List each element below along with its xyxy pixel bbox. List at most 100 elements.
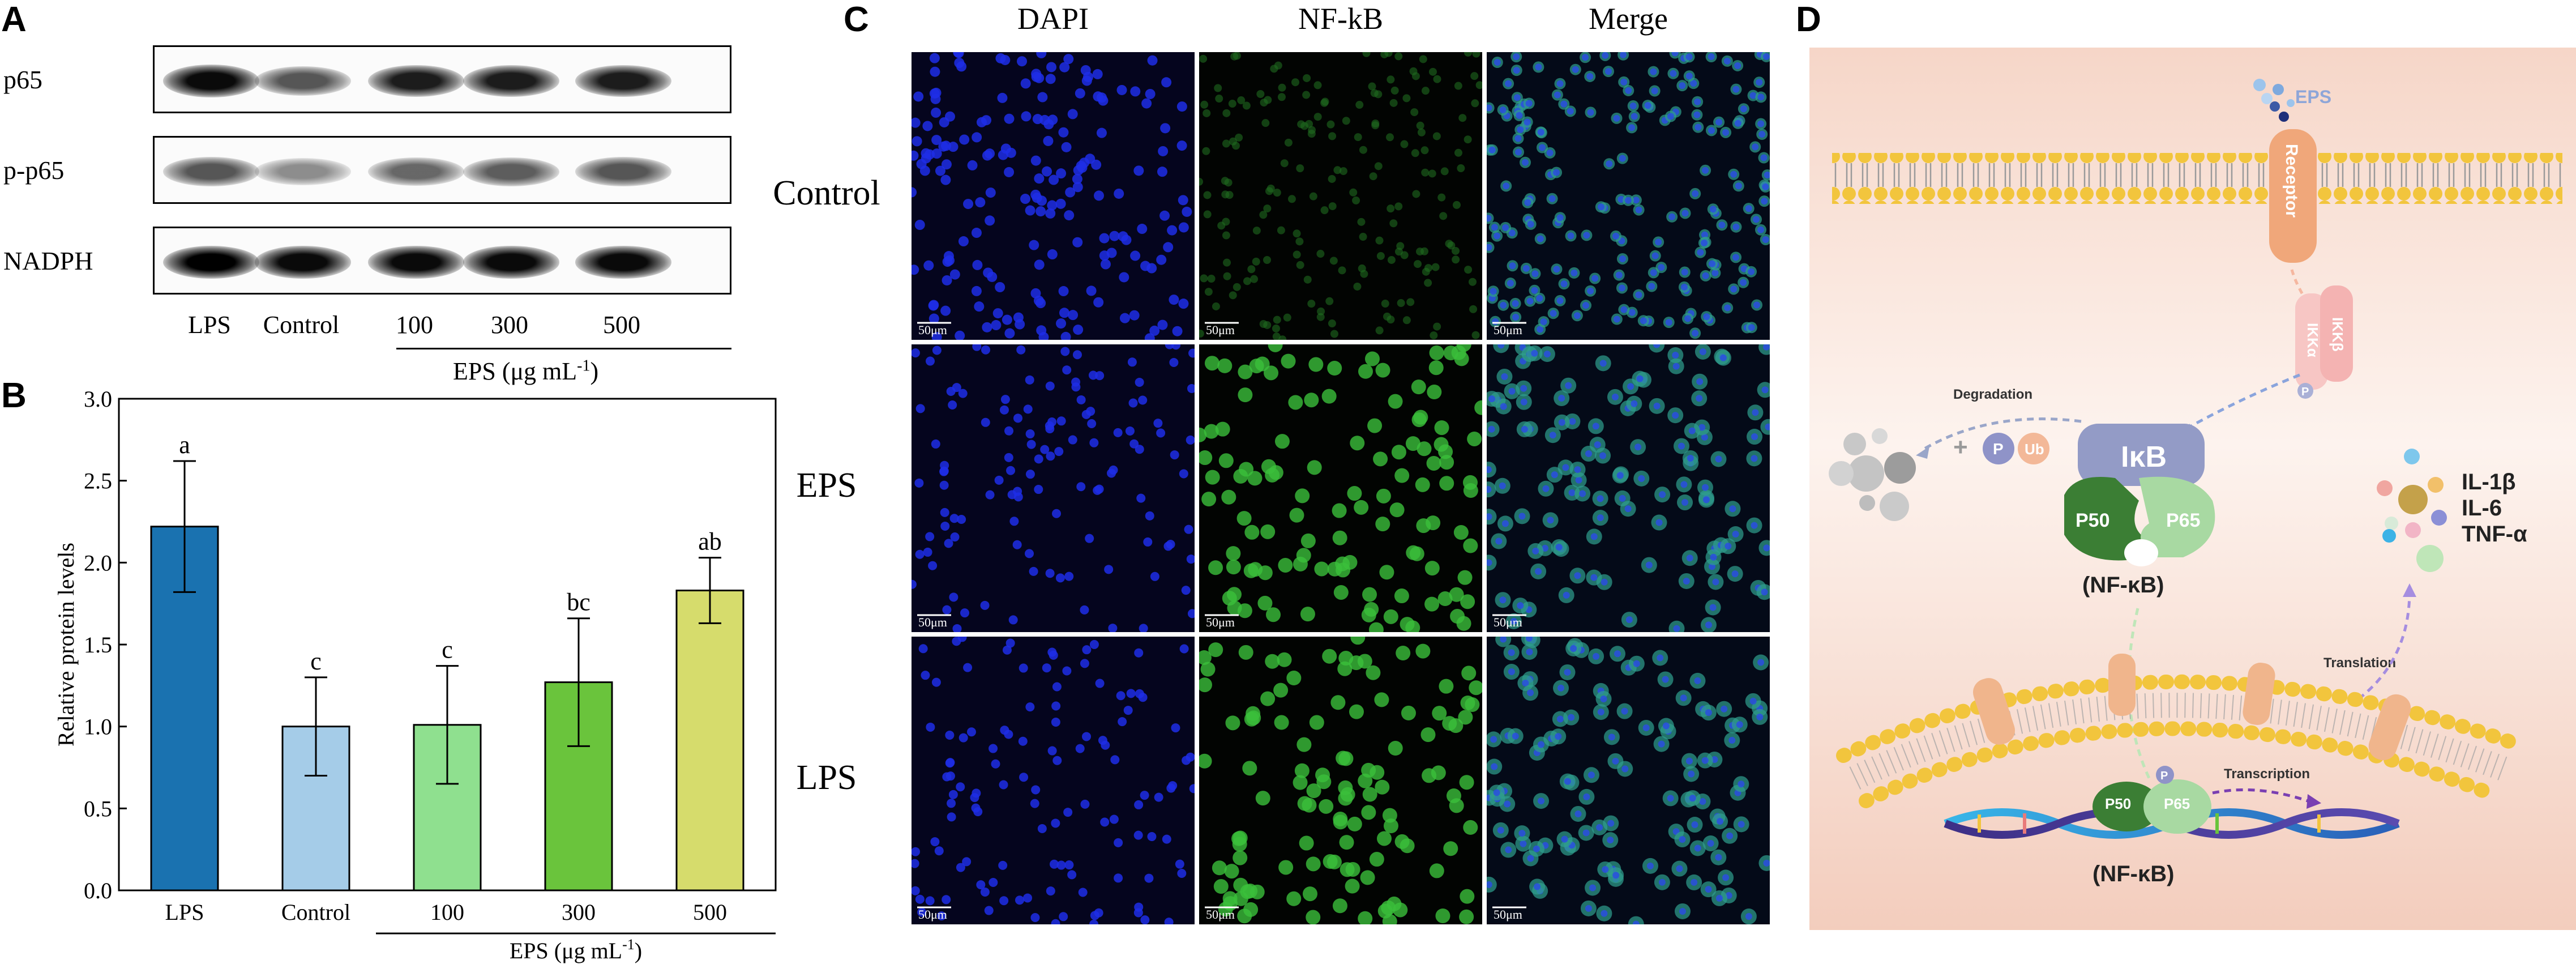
blot-lane-label: 300 [491,311,528,339]
blot-band [255,158,351,185]
scale-bar-label: 50μm [1494,323,1522,337]
nfkb-nuclear: P50 P65 P [2093,766,2211,834]
cytokine-tnfa: TNF-α [2462,522,2527,547]
ikk-complex: IKKα IKKβ P [2295,285,2353,399]
transcription-label: Transcription [2224,766,2310,782]
blot-band [255,66,351,96]
cytokine-il6: IL-6 [2462,496,2502,521]
blot-lane-label: 500 [603,311,640,339]
micrograph-row-label: EPS [796,466,857,505]
svg-text:P50: P50 [2076,510,2110,531]
svg-text:P: P [1993,440,2004,458]
y-tick-label: 3.0 [84,386,112,412]
blot-band [575,157,671,186]
micrograph-row-label: LPS [796,758,857,797]
micrograph-column-label: Merge [1589,2,1668,36]
micrograph-tile: 50μm [1487,344,1770,632]
micrograph-tile: 50μm [1487,52,1770,340]
eps-label: EPS [2295,87,2331,107]
y-tick-label: 0.5 [84,796,112,821]
group-label: EPS (μg mL-1) [510,936,642,963]
scale-bar-label: 50μm [918,907,947,922]
ikb-nfkb-complex: IκB P50 P65 [2064,424,2215,566]
blot-strip [153,136,731,204]
micrograph-tile: 50μm [1199,344,1482,632]
blot-lane-label: Control [263,311,340,339]
svg-text:P: P [2301,386,2309,398]
y-axis-title: Relative protein levels [53,543,79,747]
blot-lane-label: LPS [188,311,231,339]
micrograph-tile: 50μm [1199,52,1482,340]
significance-letter: ab [698,528,722,556]
blot-strip [153,227,731,295]
micrograph-tile: 50μm [1199,637,1482,924]
panel-label-b: B [1,376,27,415]
panel-label-a: A [1,0,27,39]
bar [675,590,744,892]
panel-label-c: C [844,0,869,39]
y-tick-label: 2.5 [84,468,112,494]
significance-letter: bc [567,588,590,616]
eps-particles [2253,79,2295,122]
panel-label-d: D [1796,0,1821,39]
scale-bar-label: 50μm [1206,323,1235,337]
svg-text:Ub: Ub [2025,441,2044,458]
cell-membrane [1832,153,2562,204]
plus-sign: + [1953,433,1968,461]
scale-bar-label: 50μm [918,615,947,629]
svg-text:P: P [2160,770,2168,782]
cytokine-cluster [2377,449,2447,572]
y-tick-label: 2.0 [84,550,112,575]
svg-text:Receptor: Receptor [2282,144,2301,217]
x-tick-label: 500 [693,899,727,925]
blot-band [163,65,259,97]
x-tick-label: 300 [562,899,596,925]
micrograph-column-label: DAPI [1017,2,1089,36]
scale-bar-label: 50μm [1206,907,1235,922]
p-marker [1983,433,2014,464]
svg-text:P50: P50 [2105,795,2131,812]
blot-band [368,157,464,186]
blot-lane-label: 100 [396,311,433,339]
blot-group-label: EPS (μg mL-1) [453,357,599,385]
micrograph-column-label: NF-kB [1298,2,1384,36]
receptor: Receptor [2269,129,2317,263]
nfkb-label-cytoplasm: (NF-κB) [2082,573,2164,598]
significance-letter: a [179,431,190,459]
scale-bar-label: 50μm [918,323,947,337]
micrograph-tile: 50μm [912,344,1195,632]
scale-bar-label: 50μm [1494,615,1522,629]
svg-text:P65: P65 [2164,795,2190,812]
nfkb-label-nucleus: (NF-κB) [2093,861,2174,886]
y-tick-label: 1.0 [84,714,112,740]
svg-text:IκB: IκB [2121,441,2167,474]
scale-bar-label: 50μm [1206,615,1235,629]
nfkb-pathway-diagram: Receptor EPS IKKα IKKβ P Degradation + P… [1809,48,2576,930]
blot-band [463,157,559,186]
svg-text:IKKα: IKKα [2304,323,2321,357]
blot-band [368,65,464,97]
blot-band [463,65,559,97]
micrograph-tile: 50μm [912,52,1195,340]
bar-chart: 0.0 0.5 1.0 1.5 2.0 2.5 3.0 Relative protein le… [53,386,777,963]
significance-letter: c [442,636,453,664]
blot-row-label: p65 [3,65,42,94]
blot-group-line [396,348,731,349]
blot-row-label: NADPH [3,246,93,275]
svg-text:IKKβ: IKKβ [2329,317,2346,352]
svg-text:P65: P65 [2166,510,2201,531]
x-tick-label: Control [281,899,350,925]
scale-bar-label: 50μm [1494,907,1522,922]
blot-band [163,246,259,279]
significance-letter: c [310,647,322,675]
degraded-fragments [1829,428,1916,521]
ub-marker [2018,433,2049,464]
micrograph-tile: 50μm [912,637,1195,924]
blot-row-label: p-p65 [3,156,65,185]
y-tick-label: 1.5 [84,632,112,658]
blot-band [368,246,464,279]
degradation-label: Degradation [1953,387,2032,402]
translation-label: Translation [2323,655,2396,671]
nuclear-membrane [1836,654,2524,808]
y-tick-label: 0.0 [84,878,112,903]
